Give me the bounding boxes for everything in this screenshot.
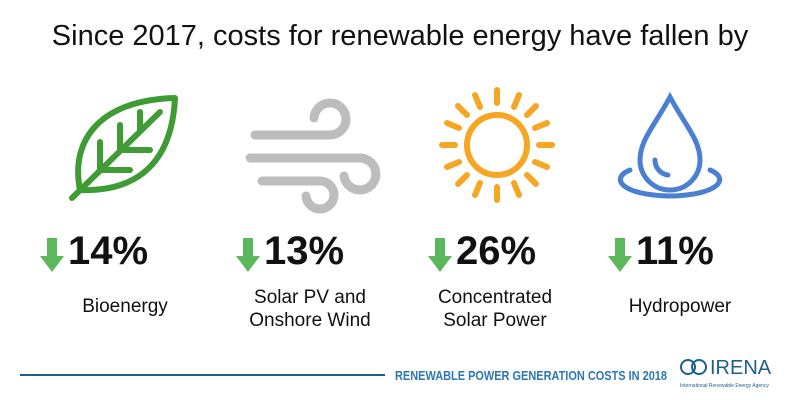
sun-icon [439, 87, 555, 203]
leaf-icon [69, 95, 178, 201]
logo-text: IRENA [710, 357, 772, 379]
item-label: Onshore Wind [249, 310, 370, 331]
logo-mark [680, 359, 707, 375]
percent-change: 26% [456, 229, 536, 273]
down-arrow [608, 238, 632, 272]
title: Since 2017, costs for renewable energy h… [52, 20, 749, 52]
item-label: Concentrated [438, 287, 552, 308]
down-arrow [428, 238, 452, 272]
down-arrow [40, 238, 64, 272]
item-label: Solar PV and [254, 287, 366, 308]
item-label: Solar Power [443, 310, 547, 331]
down-arrow [236, 238, 260, 272]
water-icon [617, 91, 723, 199]
wind-icon [245, 98, 381, 214]
percent-change: 13% [264, 229, 344, 273]
logo-subtitle: International Renewable Energy Agency [680, 383, 769, 389]
item-label: Bioenergy [82, 296, 168, 317]
percent-change: 11% [636, 229, 714, 273]
item-label: Hydropower [629, 296, 732, 317]
percent-change: 14% [68, 229, 148, 273]
footer-caption: RENEWABLE POWER GENERATION COSTS IN 2018 [395, 368, 667, 383]
